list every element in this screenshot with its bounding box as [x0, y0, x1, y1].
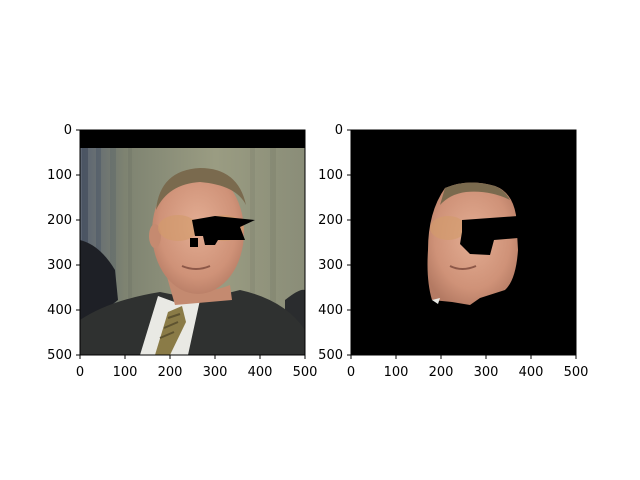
y-axis-original: 0 100 200 300 400 500	[47, 123, 80, 363]
x-tick-label: 200	[158, 365, 183, 380]
x-tick-label: 400	[248, 365, 273, 380]
x-axis-original: 0 100 200 300 400 500	[76, 355, 318, 380]
panel-masked: 0 100 200 300 400 500 0 100 200 300 400 …	[318, 123, 588, 380]
x-tick-label: 100	[384, 365, 409, 380]
x-tick-label: 0	[76, 365, 84, 380]
y-tick-label: 400	[318, 303, 343, 318]
photo-masked	[351, 130, 576, 355]
x-tick-label: 300	[203, 365, 228, 380]
y-tick-label: 400	[47, 303, 72, 318]
panel-original: 0 100 200 300 400 500 0 100 200 300 400 …	[47, 123, 317, 380]
x-tick-label: 500	[293, 365, 318, 380]
frame-masked	[350, 129, 577, 356]
x-tick-label: 100	[113, 365, 138, 380]
x-tick-label: 500	[564, 365, 589, 380]
x-tick-label: 400	[519, 365, 544, 380]
y-tick-label: 300	[47, 258, 72, 273]
y-tick-label: 200	[47, 213, 72, 228]
y-axis-masked: 0 100 200 300 400 500	[318, 123, 351, 363]
x-tick-label: 300	[474, 365, 499, 380]
x-axis-masked: 0 100 200 300 400 500	[347, 355, 589, 380]
y-tick-label: 500	[318, 348, 343, 363]
y-tick-label: 100	[318, 168, 343, 183]
y-tick-label: 500	[47, 348, 72, 363]
y-tick-label: 100	[47, 168, 72, 183]
photo-original	[80, 130, 305, 355]
x-tick-label: 200	[429, 365, 454, 380]
y-tick-label: 200	[318, 213, 343, 228]
frame-original	[79, 129, 306, 356]
y-tick-label: 0	[335, 123, 343, 138]
x-tick-label: 0	[347, 365, 355, 380]
y-tick-label: 300	[318, 258, 343, 273]
y-tick-label: 0	[64, 123, 72, 138]
